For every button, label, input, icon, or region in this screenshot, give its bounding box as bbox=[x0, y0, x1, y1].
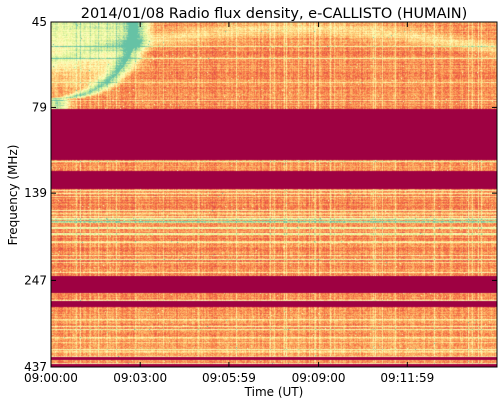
y-tick-label: 247 bbox=[24, 273, 47, 287]
y-axis: 45 79 139 247 437 bbox=[24, 15, 497, 374]
x-tick-label: 09:00:00 bbox=[24, 371, 78, 385]
y-tick-label: 437 bbox=[24, 360, 47, 374]
plot-frame bbox=[50, 21, 498, 368]
y-axis-label: Frequency (MHz) bbox=[6, 145, 20, 246]
heatmap-image bbox=[51, 22, 497, 367]
chart-title: 2014/01/08 Radio flux density, e-CALLIST… bbox=[81, 6, 468, 22]
x-tick-label: 09:11:59 bbox=[380, 371, 434, 385]
y-tick-label: 79 bbox=[32, 100, 47, 114]
y-tick-label: 45 bbox=[32, 15, 47, 29]
heatmap-cells bbox=[51, 22, 497, 367]
x-tick-label: 09:03:00 bbox=[113, 371, 167, 385]
x-axis: 09:00:00 09:03:00 09:05:59 09:09:00 09:11:59 bbox=[24, 22, 434, 385]
x-tick-label: 09:05:59 bbox=[202, 371, 256, 385]
x-tick-label: 09:09:00 bbox=[292, 371, 346, 385]
x-axis-label: Time (UT) bbox=[244, 385, 304, 399]
y-tick-label: 139 bbox=[24, 186, 47, 200]
